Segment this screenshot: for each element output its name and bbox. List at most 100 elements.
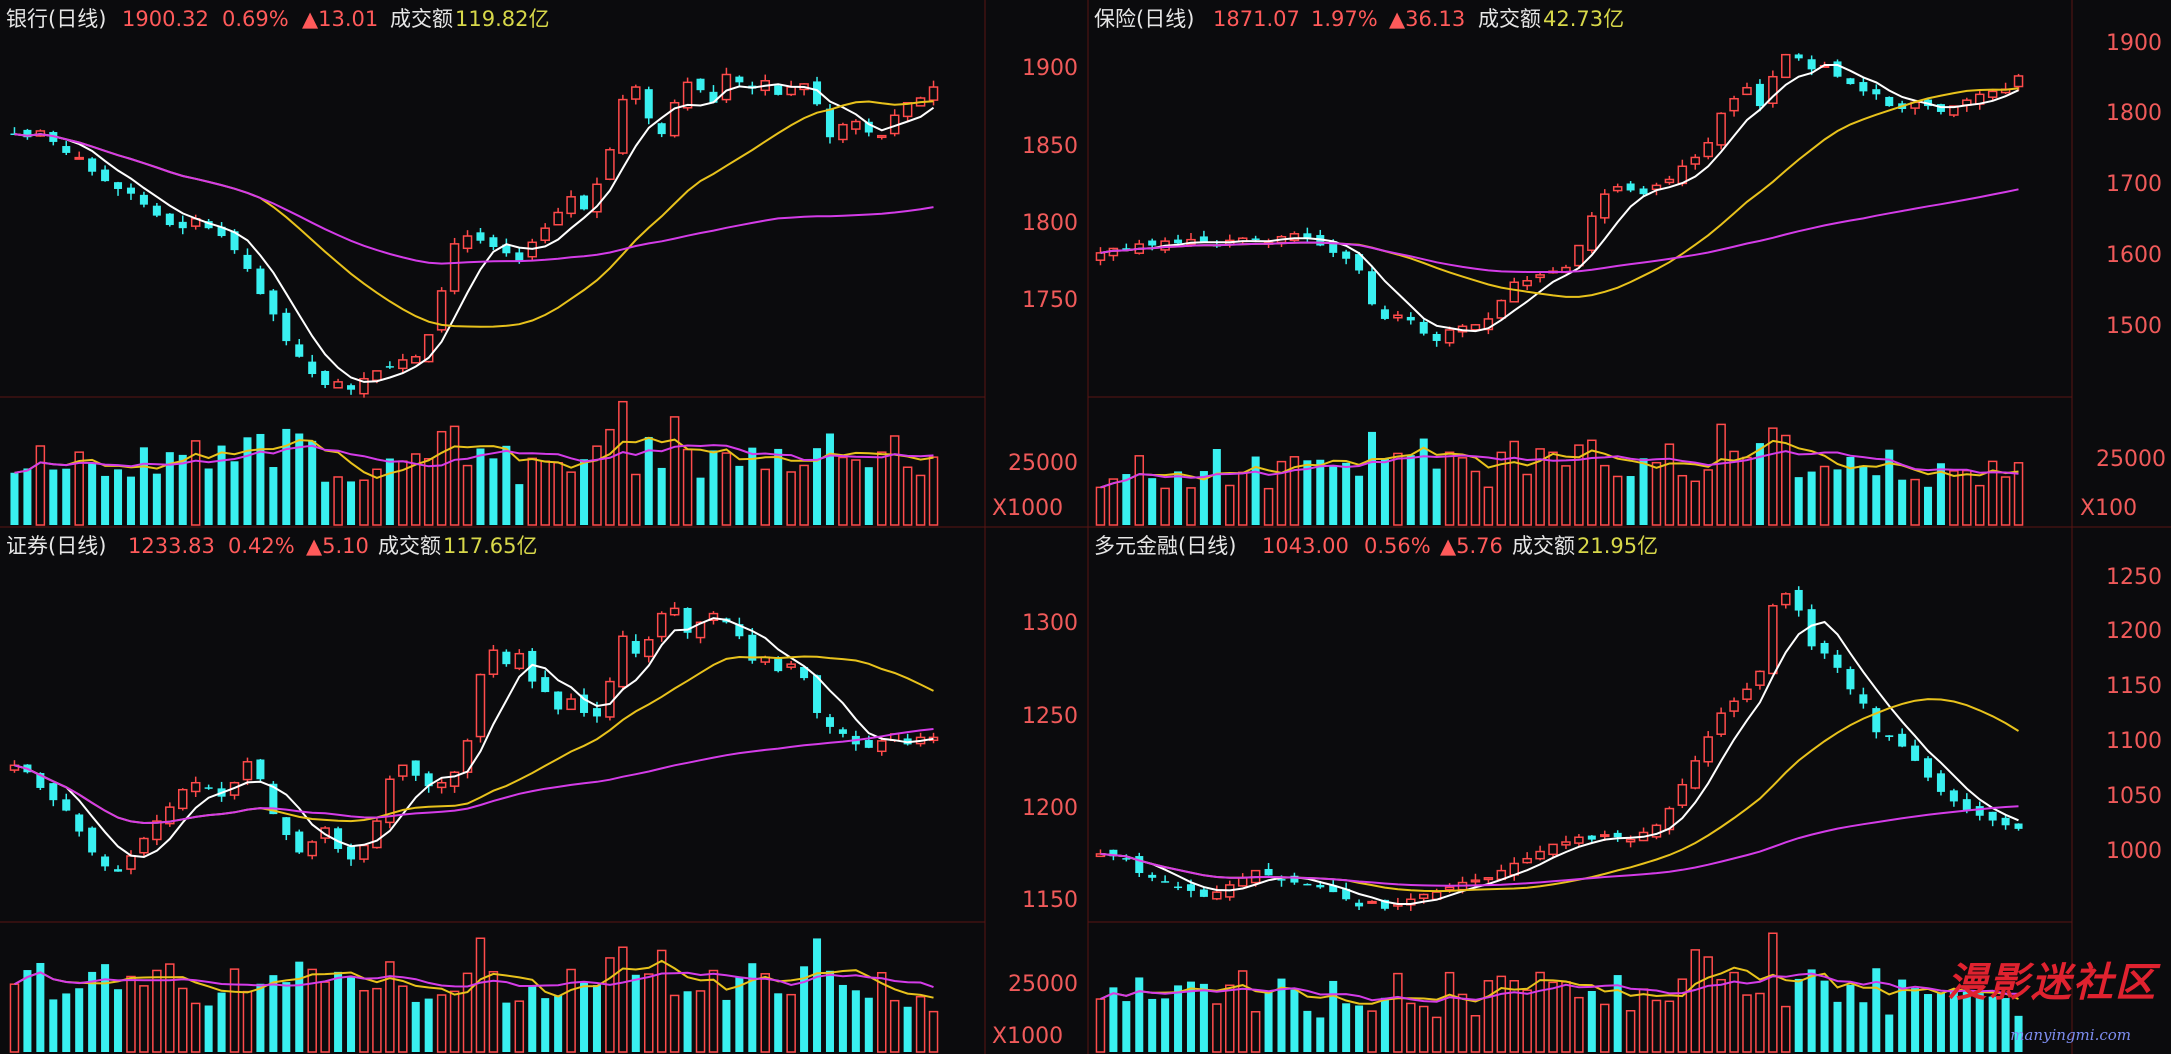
volume-bar	[1677, 474, 1688, 526]
volume-bar	[1199, 983, 1208, 1052]
volume-bar	[774, 448, 783, 525]
volume-bar	[1833, 1001, 1842, 1052]
volume-unit-label: X1000	[992, 1024, 1063, 1049]
volume-bar	[126, 476, 135, 525]
volume-bar	[1729, 450, 1739, 526]
volume-bar	[359, 989, 369, 1053]
volume-bar	[1794, 477, 1803, 525]
volume-bar	[1924, 994, 1933, 1052]
volume-bar	[190, 1002, 201, 1053]
panel-plot	[1095, 53, 2024, 526]
candle-body	[1444, 886, 1455, 891]
volume-bar	[1250, 1011, 1261, 1053]
volume-bar	[580, 459, 589, 525]
panel-amount-label: 成交额	[378, 534, 441, 558]
volume-bar	[1974, 484, 1985, 526]
candle-body	[1781, 53, 1791, 79]
candle-body	[566, 196, 576, 215]
candle-body	[1716, 712, 1726, 735]
volume-bar	[722, 999, 731, 1052]
volume-bar	[230, 461, 239, 525]
volume-bar	[462, 972, 473, 1053]
candle-body	[1716, 112, 1726, 146]
candle-body	[1820, 642, 1829, 654]
volume-ma10-line	[1100, 972, 2019, 1003]
candle-body	[269, 290, 278, 315]
right-tick-label: 1200	[2106, 619, 2162, 644]
panel-plot	[9, 602, 939, 1053]
candle-body	[1277, 879, 1286, 881]
volume-bar	[838, 984, 847, 1052]
volume-bar	[1496, 975, 1507, 1053]
candle-body	[1483, 318, 1494, 331]
volume-bar	[851, 459, 861, 526]
volume-bar	[1548, 451, 1558, 526]
candle-body	[347, 846, 356, 860]
candle-body	[813, 81, 822, 105]
volume-bar	[204, 468, 213, 525]
volume-bar	[1987, 460, 1998, 526]
candle-body	[372, 820, 382, 849]
volume-bar	[165, 963, 175, 1053]
volume-bar	[489, 458, 498, 525]
candle-body	[748, 634, 757, 661]
candle-body	[139, 837, 149, 854]
volume-bar	[1174, 985, 1183, 1052]
volume-bar	[928, 1010, 939, 1053]
candle-body	[928, 86, 939, 101]
volume-bar	[800, 966, 809, 1052]
volume-bar	[1639, 458, 1648, 525]
volume-bar	[476, 448, 485, 525]
volume-bar	[1251, 456, 1260, 525]
candle-body	[1599, 193, 1610, 219]
candle-body	[320, 827, 330, 839]
volume-tick-label: 25000	[1008, 451, 1078, 476]
candle-body	[1612, 186, 1623, 192]
volume-bar	[449, 425, 460, 526]
volume-bar	[1859, 465, 1868, 525]
candle-body	[669, 101, 680, 137]
right-tick-label: 1800	[2106, 101, 2162, 126]
candle-body	[9, 764, 20, 771]
volume-bar	[101, 964, 110, 1052]
volume-bar	[502, 1002, 511, 1052]
price-tick-label: 1850	[1022, 134, 1078, 159]
volume-bar	[669, 994, 680, 1053]
candle-body	[838, 123, 848, 141]
volume-bar	[838, 456, 848, 526]
candle-body	[721, 73, 732, 101]
candle-body	[1418, 893, 1429, 899]
right-tick-label: 1050	[2106, 784, 2162, 809]
candle-body	[165, 806, 175, 825]
candle-body	[1949, 105, 1959, 116]
candle-body	[1898, 733, 1907, 747]
volume-bar	[735, 976, 744, 1052]
candle-body	[1885, 96, 1894, 107]
candle-body	[695, 621, 706, 639]
volume-bar	[605, 428, 615, 526]
volume-bar	[139, 447, 148, 525]
volume-bar	[1781, 434, 1791, 526]
candle-body	[23, 129, 32, 138]
volume-bar	[1690, 949, 1701, 1053]
candle-body	[488, 649, 499, 675]
volume-bar	[528, 985, 537, 1052]
volume-bar	[1768, 932, 1778, 1053]
right-tick-label: 1600	[2106, 243, 2162, 268]
volume-ma10-line	[14, 444, 934, 474]
candle-body	[307, 841, 317, 857]
volume-bar	[1885, 1014, 1894, 1052]
candle-body	[1186, 884, 1195, 891]
candle-body	[1885, 735, 1894, 738]
volume-bar	[851, 990, 860, 1052]
volume-bar	[101, 475, 110, 525]
volume-bar	[385, 961, 395, 1053]
candle-body	[1833, 654, 1842, 668]
panel-pct: 0.69%	[222, 7, 289, 31]
volume-bar	[760, 973, 771, 1053]
volume-bar	[813, 448, 822, 525]
candle-body	[786, 663, 796, 668]
candle-body	[1148, 240, 1157, 246]
ma60-line	[1100, 805, 2019, 887]
panel-amount-label: 成交额	[1478, 7, 1541, 31]
